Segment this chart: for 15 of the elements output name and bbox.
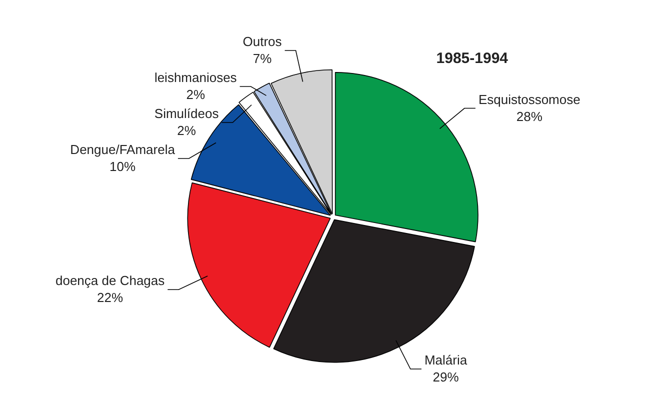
slice-label: leishmanioses xyxy=(154,70,238,86)
slice-label: Simulídeos xyxy=(154,106,220,122)
data-label: 2% xyxy=(186,87,206,102)
data-label: 7% xyxy=(252,51,272,66)
data-label: 10% xyxy=(110,159,136,174)
slice-label: doença de Chagas xyxy=(55,273,166,288)
text: 1985-1994 xyxy=(436,50,509,68)
data-label: 29% xyxy=(432,370,460,385)
data-label: 28% xyxy=(516,108,543,124)
slice-label: Outros xyxy=(242,34,282,50)
slice-label: Dengue/FAmarela xyxy=(70,142,176,158)
data-label: 2% xyxy=(177,123,196,138)
data-label: 22% xyxy=(97,290,124,306)
slice-label: Esquistossomose xyxy=(478,92,580,107)
slice-label: Malária xyxy=(424,352,468,368)
